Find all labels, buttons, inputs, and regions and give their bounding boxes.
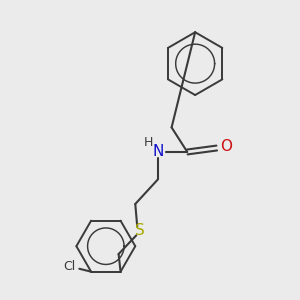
Text: O: O <box>220 139 232 154</box>
Text: Cl: Cl <box>63 260 76 273</box>
Text: N: N <box>152 145 164 160</box>
Text: S: S <box>135 223 145 238</box>
Text: H: H <box>143 136 153 148</box>
